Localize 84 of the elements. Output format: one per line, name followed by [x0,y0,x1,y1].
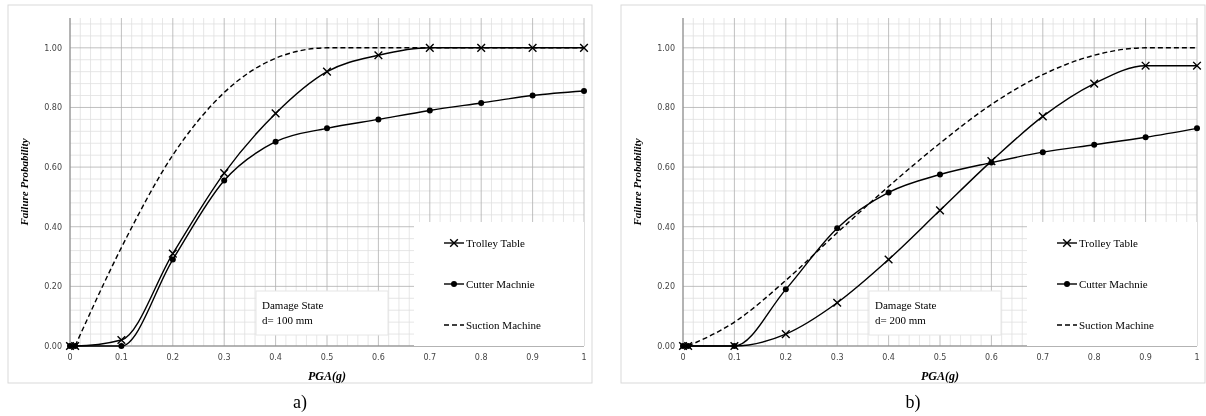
x-tick-label: 0.3 [217,353,231,362]
point [781,329,791,339]
point [885,189,892,196]
point [528,43,538,53]
point [529,92,536,99]
point [272,138,279,145]
legend-label: Cutter Machnie [466,278,535,290]
x-tick-label: 0.1 [728,353,741,362]
point [935,205,945,215]
point [1142,134,1149,141]
y-tick-label: 0.60 [44,163,62,173]
x-tick-label: 0.8 [1087,353,1101,362]
point [782,286,789,293]
y-tick-label: 1.00 [44,43,62,53]
x-tick-label: 0.3 [830,353,844,362]
annotation: Damage State d= 100 mm [262,299,324,326]
legend-label: Trolley Table [466,237,525,249]
x-axis-title: PGA(g) [308,369,346,383]
y-tick-label: 0.00 [44,342,62,351]
point [1141,61,1151,71]
point [832,298,842,308]
x-tick-label: 0.5 [320,353,334,362]
x-tick-label: 0 [67,353,73,362]
point [425,43,435,53]
point [118,343,125,349]
x-tick-label: 0.6 [372,353,385,362]
y-tick-label: 0.20 [657,282,675,292]
point [426,107,433,114]
annotation: Damage State d= 200 mm [875,299,937,326]
x-tick-label: 0.5 [933,353,947,362]
legend-label: Suction Machine [1079,319,1154,331]
point [169,256,176,263]
point [271,108,281,118]
y-tick-label: 0.80 [44,103,62,113]
x-tick-label: 0.4 [882,353,895,362]
x-tick-label: 0.2 [779,353,793,362]
y-tick-label: 0.00 [657,342,675,351]
point [937,171,943,178]
x-tick-label: 0.1 [115,353,128,362]
point [1038,111,1048,121]
x-tick-label: 0.4 [269,353,282,362]
y-tick-label: 0.80 [657,103,675,113]
y-tick-label: 0.40 [44,222,62,232]
y-tick-label: 0.20 [44,282,62,292]
point [324,125,330,132]
point [1039,149,1046,156]
point [579,43,589,53]
point [581,88,587,95]
y-tick-label: 1.00 [657,43,675,53]
y-axis-title: Failure Probability [631,138,643,227]
point [1089,79,1099,89]
x-tick-label: 0.9 [526,353,539,362]
x-tick-label: 0.7 [423,353,437,362]
point [221,177,228,184]
x-tick-label: 1 [1194,353,1200,362]
point [219,168,229,178]
y-tick-label: 0.40 [657,222,675,232]
x-tick-label: 0.2 [166,353,180,362]
point [476,43,486,53]
point [168,249,178,259]
legend-label: Trolley Table [1079,237,1138,249]
point [322,67,332,77]
point [834,225,841,232]
x-tick-label: 0.7 [1036,353,1050,362]
x-tick-label: 0.6 [985,353,998,362]
x-tick-label: 0.8 [474,353,488,362]
y-tick-label: 0.60 [657,163,675,173]
point [1194,125,1200,132]
y-axis-title: Failure Probability [18,138,30,227]
point [1091,141,1098,148]
point [116,335,126,345]
point [884,255,894,265]
x-tick-label: 0 [680,353,686,362]
point [1192,61,1202,71]
legend-label: Suction Machine [466,319,541,331]
point [478,99,485,106]
x-tick-label: 0.9 [1139,353,1152,362]
x-axis-title: PGA(g) [921,369,959,383]
x-tick-label: 1 [581,353,587,362]
text: b) [905,392,921,413]
text: a) [293,392,307,413]
point [373,50,383,60]
point [375,116,382,123]
legend-label: Cutter Machnie [1079,278,1148,290]
